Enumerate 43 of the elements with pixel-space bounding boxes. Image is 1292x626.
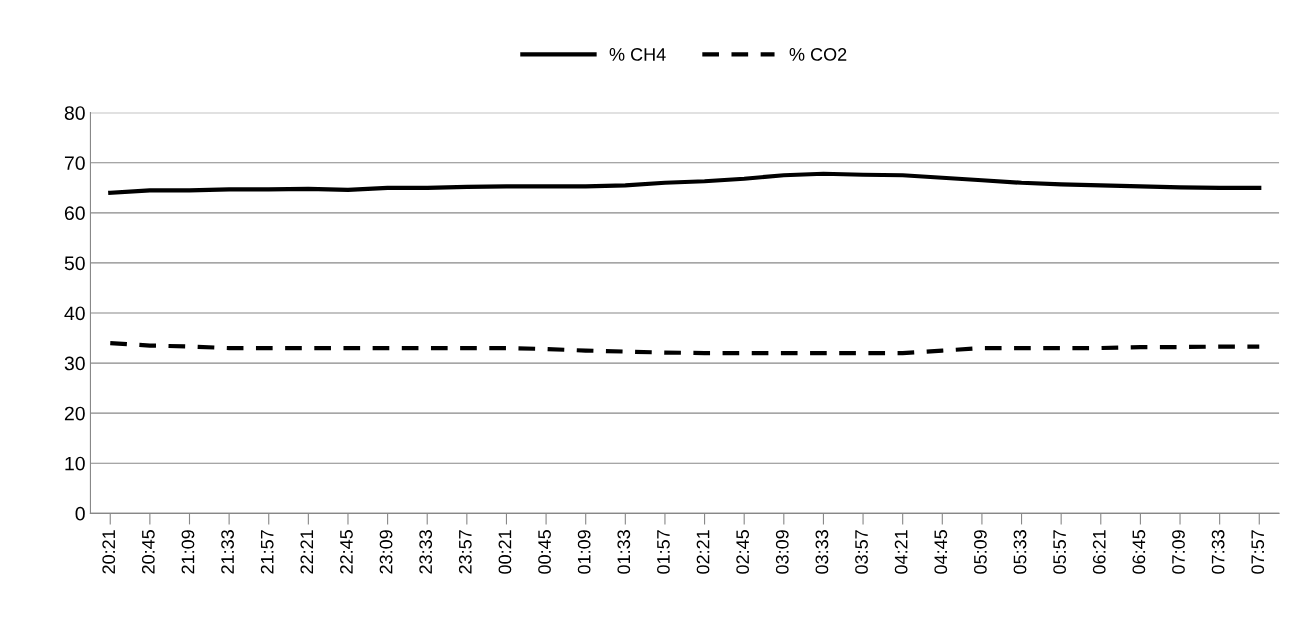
x-tick-label: 07:09 (1172, 530, 1185, 574)
x-tick-label: 02:21 (696, 530, 710, 574)
x-tick-label: 00:21 (498, 530, 512, 574)
legend-label: % CO2 (789, 48, 847, 61)
x-tick-label: 01:57 (657, 530, 670, 574)
x-tick-label: 06:21 (1092, 530, 1106, 574)
x-tick-label: 22:45 (340, 530, 353, 574)
y-tick-label: 10 (65, 456, 85, 471)
x-tick-label: 03:09 (775, 530, 789, 574)
x-tick-label: 23:33 (419, 530, 433, 574)
x-tick-label: 04:45 (934, 530, 948, 574)
y-tick-label: 50 (64, 256, 85, 271)
y-tick-label: 70 (64, 156, 85, 170)
y-tick-label: 20 (64, 406, 85, 421)
y-tick-label: 60 (64, 206, 85, 221)
x-tick-label: 01:09 (577, 530, 591, 574)
x-tick-label: 23:09 (379, 530, 393, 574)
y-tick-label: 40 (64, 306, 85, 321)
x-tick-label: 03:33 (815, 530, 829, 574)
x-tick-label: 22:21 (300, 530, 314, 574)
x-tick-label: 05:33 (1013, 530, 1027, 574)
line-series (108, 171, 1262, 195)
y-tick-label: 30 (64, 356, 85, 371)
x-tick-label: 23:57 (458, 530, 472, 574)
x-tick-label: 05:09 (973, 530, 987, 574)
x-tick-label: 04:21 (894, 530, 908, 574)
x-tick-label: 03:57 (855, 530, 868, 574)
x-tick-label: 00:45 (538, 530, 551, 574)
x-tick-label: 07:57 (1251, 530, 1265, 574)
x-tick-label: 21:57 (260, 530, 274, 574)
x-tick-label: 05:57 (1053, 530, 1067, 574)
x-tick-label: 21:09 (181, 530, 195, 574)
x-tick-label: 07:33 (1211, 530, 1225, 574)
x-tick-label: 02:45 (736, 530, 750, 574)
x-tick-label: 01:33 (617, 530, 631, 574)
x-tick-label: 20:21 (102, 530, 116, 574)
y-tick-label: 0 (75, 506, 85, 521)
legend-label: % CH4 (609, 48, 666, 61)
x-tick-label: 21:33 (221, 530, 234, 574)
line-series (108, 340, 1262, 356)
y-tick-label: 80 (64, 106, 85, 120)
x-tick-label: 20:45 (141, 530, 155, 574)
x-tick-label: 06:45 (1132, 530, 1146, 574)
